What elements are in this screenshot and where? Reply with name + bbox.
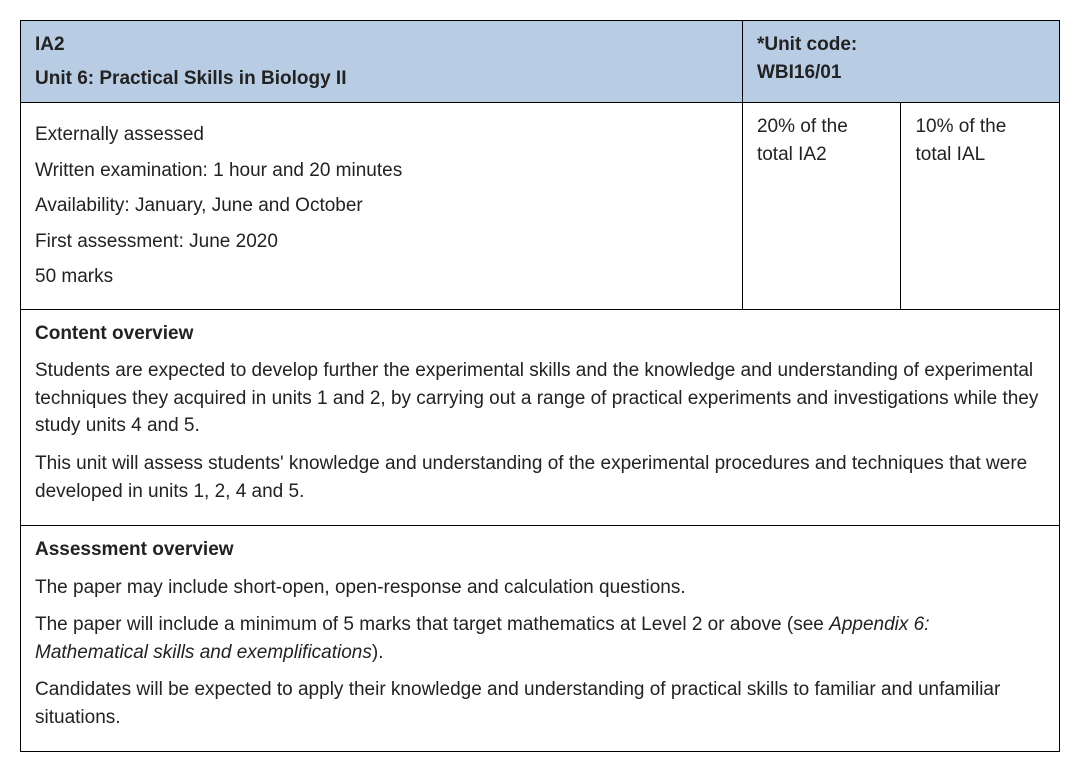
details-row: Externally assessed Written examination:… bbox=[21, 103, 1060, 310]
details-cell: Externally assessed Written examination:… bbox=[21, 103, 743, 310]
detail-assessment: Externally assessed bbox=[35, 121, 728, 149]
assessment-row: Assessment overview The paper may includ… bbox=[21, 526, 1060, 752]
unit-code-value: WBI16/01 bbox=[757, 59, 1045, 87]
weight-ia2: 20% of the total IA2 bbox=[757, 113, 887, 168]
unit-title: Unit 6: Practical Skills in Biology II bbox=[35, 65, 728, 93]
header-left-cell: IA2 Unit 6: Practical Skills in Biology … bbox=[21, 21, 743, 103]
content-cell: Content overview Students are expected t… bbox=[21, 309, 1060, 525]
assessment-para2-pre: The paper will include a minimum of 5 ma… bbox=[35, 614, 829, 635]
detail-availability: Availability: January, June and October bbox=[35, 192, 728, 220]
content-row: Content overview Students are expected t… bbox=[21, 309, 1060, 525]
assessment-para2: The paper will include a minimum of 5 ma… bbox=[35, 611, 1045, 666]
content-para1: Students are expected to develop further… bbox=[35, 357, 1045, 440]
qualification-code: IA2 bbox=[35, 31, 728, 59]
assessment-para1: The paper may include short-open, open-r… bbox=[35, 574, 1045, 602]
specification-table: IA2 Unit 6: Practical Skills in Biology … bbox=[20, 20, 1060, 752]
weight-ia2-cell: 20% of the total IA2 bbox=[742, 103, 901, 310]
detail-marks: 50 marks bbox=[35, 263, 728, 291]
assessment-cell: Assessment overview The paper may includ… bbox=[21, 526, 1060, 752]
assessment-para3: Candidates will be expected to apply the… bbox=[35, 676, 1045, 731]
header-row: IA2 Unit 6: Practical Skills in Biology … bbox=[21, 21, 1060, 103]
assessment-para2-post: ). bbox=[372, 642, 384, 663]
weight-ial: 10% of the total IAL bbox=[915, 113, 1045, 168]
detail-first-assessment: First assessment: June 2020 bbox=[35, 228, 728, 256]
detail-exam: Written examination: 1 hour and 20 minut… bbox=[35, 157, 728, 185]
assessment-heading: Assessment overview bbox=[35, 536, 1045, 564]
content-para2: This unit will assess students' knowledg… bbox=[35, 450, 1045, 505]
content-heading: Content overview bbox=[35, 320, 1045, 348]
header-right-cell: *Unit code: WBI16/01 bbox=[742, 21, 1059, 103]
weight-ial-cell: 10% of the total IAL bbox=[901, 103, 1060, 310]
unit-code-label: *Unit code: bbox=[757, 31, 1045, 59]
